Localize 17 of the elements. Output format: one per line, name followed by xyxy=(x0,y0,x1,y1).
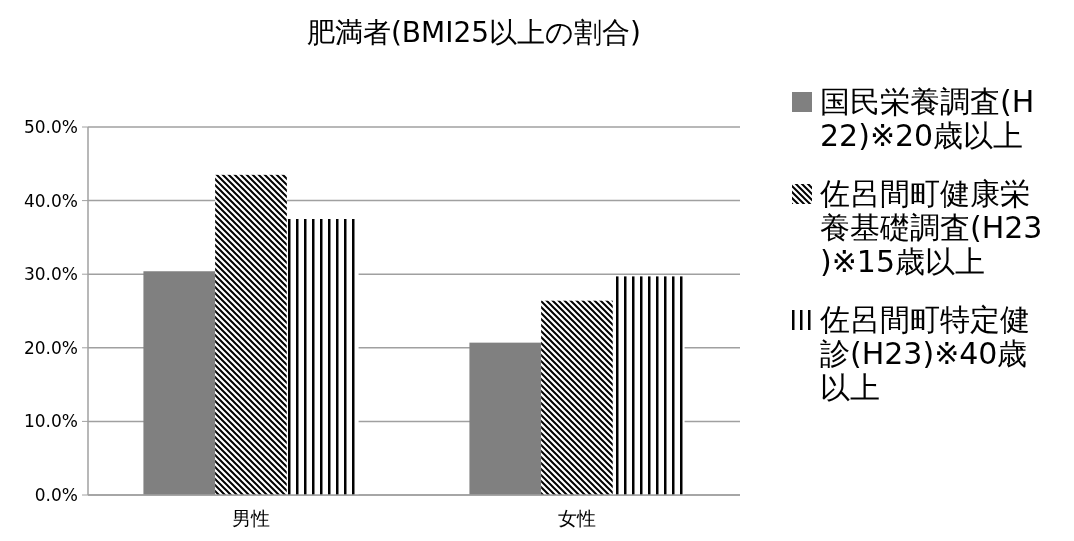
y-tick-label: 20.0% xyxy=(23,337,78,358)
legend-label: 国民栄養調査(H22)※20歳以上 xyxy=(820,84,1035,153)
y-tick-label: 50.0% xyxy=(23,116,78,137)
chart-title: 肥満者(BMI25以上の割合) xyxy=(306,16,642,49)
bar xyxy=(541,300,613,495)
y-tick-label: 40.0% xyxy=(23,190,78,211)
x-tick-label: 女性 xyxy=(558,507,596,529)
bar xyxy=(612,276,685,495)
y-tick-label: 30.0% xyxy=(23,264,78,285)
legend-label: 佐呂間町特定健診(H23)※40歳以上 xyxy=(820,302,1030,405)
legend-label: 佐呂間町健康栄養基礎調査(H23)※15歳以上 xyxy=(820,176,1043,279)
y-tick-label: 10.0% xyxy=(23,411,78,432)
y-tick-label: 0.0% xyxy=(34,484,78,505)
bar xyxy=(143,271,216,495)
bar xyxy=(469,342,542,495)
x-tick-label: 男性 xyxy=(232,507,270,529)
bar xyxy=(215,174,287,495)
